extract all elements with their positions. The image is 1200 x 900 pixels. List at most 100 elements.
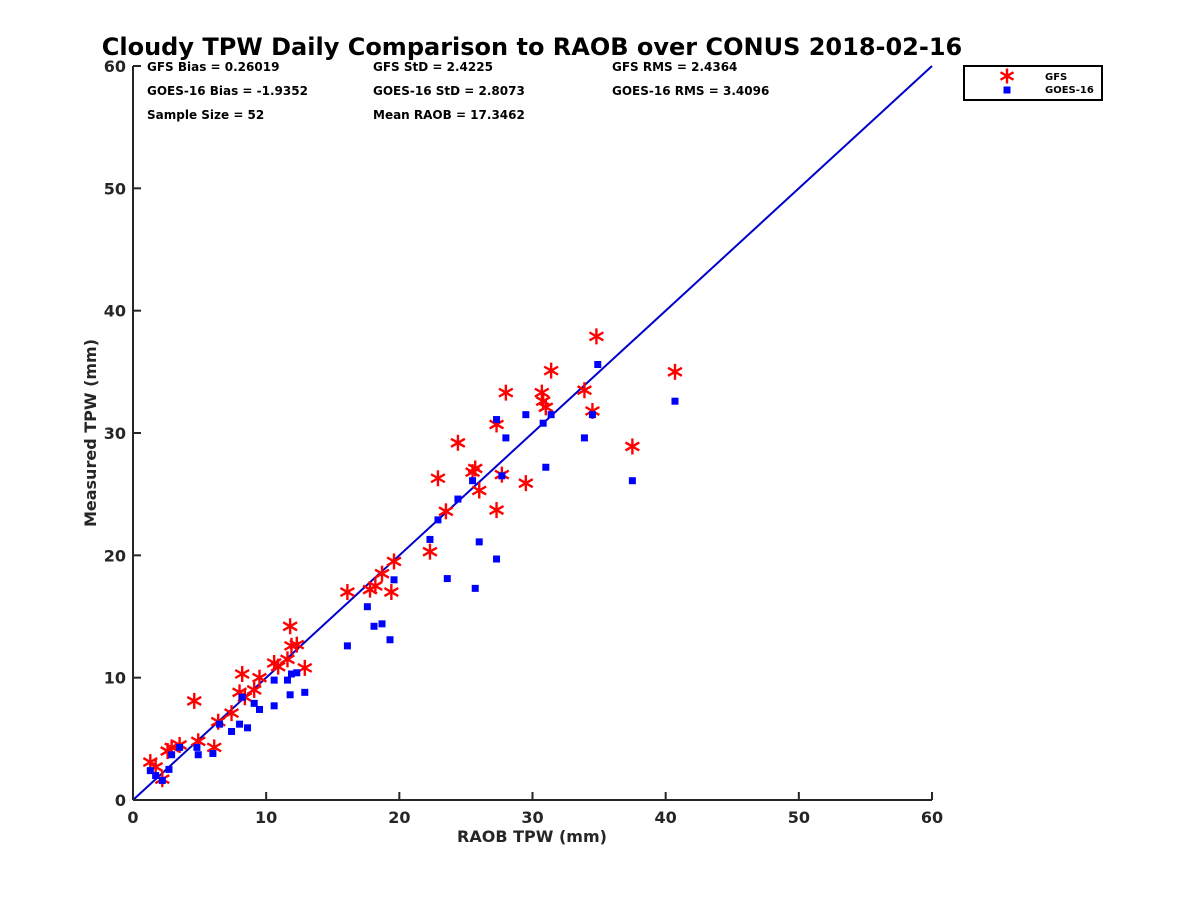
gfs-point [224,705,240,722]
x-axis-ticks: 0 10 20 30 40 50 60 [127,792,943,827]
goes16-point [493,555,501,563]
one-to-one-line [132,65,933,801]
goes16-point [158,776,166,784]
x-tick-label: 60 [921,808,943,827]
gfs-point [186,692,202,709]
stat-2-1: Mean RAOB = 17.3462 [373,108,525,122]
gfs-point [234,665,250,682]
legend-marker-gfs [999,68,1015,84]
gfs-point [246,681,262,698]
goes16-point [522,411,530,419]
gfs-point [339,584,355,601]
gfs-point [383,584,399,601]
goes16-point [216,720,224,728]
gfs-point [588,328,604,345]
goes16-point [168,751,176,759]
gfs-point [279,651,296,668]
y-tick-label: 20 [104,546,126,565]
stat-0-0: GFS Bias = 0.26019 [147,60,279,74]
reference-line-layer [132,65,933,801]
goes16-point [434,516,442,524]
gfs-point [667,363,683,380]
gfs-point [624,438,640,455]
goes16-point [370,622,378,630]
legend-box [963,65,1103,101]
goes16-point [594,360,602,368]
legend-label-goes16: GOES-16 [1045,85,1094,96]
goes16-point [502,434,510,442]
gfs-point [543,362,559,379]
gfs-point [534,384,550,401]
x-tick-label: 10 [255,808,277,827]
goes16-point [193,743,201,751]
goes16-point [671,397,679,405]
gfs-point [467,460,483,477]
gfs-point [289,636,305,653]
goes16-point [250,699,258,707]
goes16-point [363,603,371,611]
y-axis-ticks: 0 10 20 30 40 50 60 [104,57,141,810]
gfs-point [282,618,298,635]
stat-0-2: GFS RMS = 2.4364 [612,60,737,74]
goes16-point [498,472,506,480]
goes16-point [301,688,309,696]
goes16-point [256,705,264,713]
goes16-point [152,772,160,780]
goes16-point [628,477,636,485]
goes16-point [293,669,301,677]
goes16-point [209,750,217,758]
gfs-point [367,577,383,594]
goes16-point [287,670,295,678]
gfs-point [450,434,466,451]
goes16-point [176,743,184,751]
gfs-point [251,669,268,686]
gfs-point [438,503,454,520]
goes16-point [580,434,588,442]
goes16-point [493,416,501,424]
gfs-point [386,553,402,570]
legend-goes16-square [1003,86,1011,94]
y-tick-label: 10 [104,669,126,688]
goes16-point [475,538,483,546]
gfs-point [489,502,505,519]
goes16-point [426,535,434,543]
gfs-point [471,482,487,499]
x-tick-label: 40 [655,808,677,827]
x-tick-label: 0 [127,808,138,827]
x-axis-label: RAOB TPW (mm) [457,827,607,846]
stat-0-1: GFS StD = 2.4225 [373,60,493,74]
goes16-point [236,720,244,728]
goes16-point [238,693,246,701]
gfs-point [430,470,446,487]
goes16-point [471,584,479,592]
legend-marker-goes16 [1003,86,1011,94]
goes16-point [588,411,596,419]
goes16-point [378,620,386,628]
legend-gfs-asterisk [999,68,1015,84]
y-tick-label: 60 [104,57,126,76]
gfs-point [374,565,390,582]
goes16-point [283,676,291,684]
y-tick-label: 50 [104,179,126,198]
goes16-point [270,702,278,710]
goes16-point [443,575,451,583]
y-tick-label: 40 [104,302,126,321]
gfs-point [422,543,438,560]
stats-block: GFS Bias = 0.26019 GFS StD = 2.4225 GFS RM… [147,60,769,122]
stat-1-2: GOES-16 RMS = 3.4096 [612,84,769,98]
goes16-point [454,495,462,503]
y-tick-label: 0 [115,791,126,810]
x-tick-label: 30 [521,808,543,827]
goes16-point [244,724,252,732]
goes16-point [343,642,351,650]
legend-label-gfs: GFS [1045,72,1067,83]
goes16-point [194,751,202,759]
goes16-point [146,767,154,775]
goes16-point [386,636,394,644]
goes16-point [547,411,555,419]
goes16-point [542,463,550,471]
chart-title: Cloudy TPW Daily Comparison to RAOB over… [102,33,962,61]
gfs-point [498,384,514,401]
goes16-point [469,477,477,485]
